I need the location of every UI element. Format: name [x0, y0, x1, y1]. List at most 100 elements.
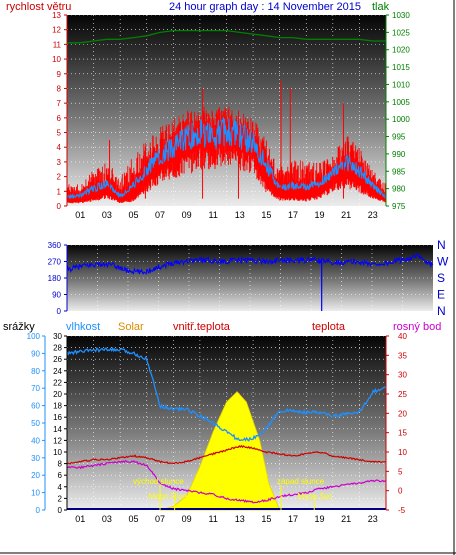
left-tick-label: 0: [57, 202, 62, 211]
left-tick-label: 90: [52, 291, 61, 300]
temperature-tick-label: 0: [398, 487, 403, 496]
x-tick-label: 17: [288, 210, 298, 220]
left-tick-label: 4: [57, 143, 62, 152]
x-tick-label: 05: [128, 210, 138, 220]
temperature-label: teplota: [312, 321, 346, 333]
right-tick-label: 1020: [392, 46, 410, 55]
x-tick-label: 19: [315, 514, 325, 524]
temperature-tick-label: 30: [398, 371, 407, 380]
panel2-left-ticks: 0 90 180 270 360: [48, 241, 67, 316]
x-tick-label: 23: [368, 514, 378, 524]
compass-label: W: [437, 255, 449, 269]
left-tick-label: 2: [57, 173, 62, 182]
temperature-tick-label: 10: [398, 448, 407, 457]
rain-tick-label: 60: [31, 402, 40, 411]
temperature-tick-label: -5: [398, 506, 406, 515]
compass-label: S: [437, 271, 445, 285]
left-tick-label: 3: [57, 158, 62, 167]
rain-tick-label: 30: [31, 454, 40, 463]
x-tick-label: 09: [182, 514, 192, 524]
humidity-tick-label: 24: [53, 367, 62, 376]
x-tick-label: 23: [368, 210, 378, 220]
x-tick-label: 13: [235, 514, 245, 524]
right-tick-label: 1005: [392, 98, 410, 107]
left-tick-label: 360: [48, 241, 62, 250]
compass-label: N: [437, 304, 446, 318]
panel2-grid: [67, 244, 433, 312]
left-tick-label: 11: [53, 40, 62, 49]
moonset-annotation: Moon Set: [297, 492, 332, 501]
humidity-tick-label: 0: [58, 506, 63, 515]
humidity-tick-label: 22: [53, 378, 62, 387]
right-tick-label: 1030: [392, 11, 410, 20]
left-tick-label: 12: [52, 26, 61, 35]
rain-tick-label: 90: [31, 349, 40, 358]
x-tick-label: 11: [209, 210, 218, 220]
moonrise-annotation: Moon Rise: [149, 492, 188, 501]
humidity-tick-label: 4: [58, 483, 63, 492]
temperature-tick-label: 35: [398, 351, 407, 360]
humidity-tick-label: 12: [53, 436, 62, 445]
x-tick-label: 07: [155, 210, 165, 220]
rain-tick-label: 50: [31, 419, 40, 428]
humidity-tick-label: 20: [53, 390, 62, 399]
rain-tick-label: 100: [27, 332, 41, 341]
temperature-tick-label: 25: [398, 390, 407, 399]
left-tick-label: 10: [52, 55, 61, 64]
rain-tick-label: 20: [31, 471, 40, 480]
wind-direction-series: [66, 253, 434, 276]
pressure-label: tlak: [372, 1, 390, 13]
panel3-temperature-ticks: -5 0 5 10 15 20 25 30 35 40: [386, 332, 407, 515]
humidity-tick-label: 10: [53, 448, 62, 457]
left-tick-label: 6: [57, 114, 62, 123]
x-tick-label: 03: [102, 514, 112, 524]
humidity-tick-label: 2: [58, 494, 63, 503]
humidity-tick-label: 6: [58, 471, 63, 480]
sunrise-annotation: východ slunce: [133, 477, 184, 486]
x-tick-label: 19: [315, 210, 325, 220]
wind-average-series: [66, 116, 387, 200]
rain-tick-label: 80: [31, 367, 40, 376]
right-tick-label: 980: [392, 185, 406, 194]
right-tick-label: 995: [392, 133, 406, 142]
rain-tick-label: 40: [31, 436, 40, 445]
x-tick-label: 07: [155, 514, 165, 524]
x-tick-label: 05: [128, 514, 138, 524]
humidity-tick-label: 30: [53, 332, 62, 341]
panel1-right-ticks: 975 980 985 990 995 1000 1005 1010 1015 1020 1025 1…: [386, 11, 410, 211]
panel1-marks: [66, 29, 387, 204]
panel3-marks: [66, 346, 387, 511]
temperature-tick-label: 15: [398, 429, 407, 438]
pressure-series: [67, 29, 386, 44]
solar-area: [159, 391, 281, 511]
left-tick-label: 180: [48, 274, 62, 283]
left-tick-label: 0: [57, 307, 62, 316]
x-tick-label: 15: [261, 514, 271, 524]
panel1-x-ticks: 01 03 05 07 09 11 13 15 17 19 21 23: [75, 210, 377, 220]
temperature-tick-label: 5: [398, 467, 403, 476]
rain-tick-label: 0: [36, 506, 41, 515]
right-tick-label: 1000: [392, 115, 410, 124]
indoor-temp-label: vnitř.teplota: [173, 321, 231, 333]
left-tick-label: 270: [48, 258, 62, 267]
x-tick-label: 17: [288, 514, 298, 524]
humidity-tick-label: 26: [53, 355, 62, 364]
dewpoint-label: rosný bod: [393, 321, 441, 333]
left-tick-label: 13: [52, 11, 61, 20]
wind-speed-label: rychlost větru: [6, 1, 71, 13]
temperature-tick-label: 40: [398, 332, 407, 341]
x-tick-label: 11: [209, 514, 218, 524]
humidity-series: [66, 346, 387, 442]
humidity-tick-label: 18: [53, 402, 62, 411]
compass-label: E: [437, 288, 445, 302]
x-tick-label: 21: [341, 514, 351, 524]
rain-tick-label: 10: [31, 489, 40, 498]
panel3-rain-ticks: 0 10 20 30 40 50 60 70 80 90 100: [27, 332, 45, 515]
solar-label: Solar: [118, 321, 144, 333]
